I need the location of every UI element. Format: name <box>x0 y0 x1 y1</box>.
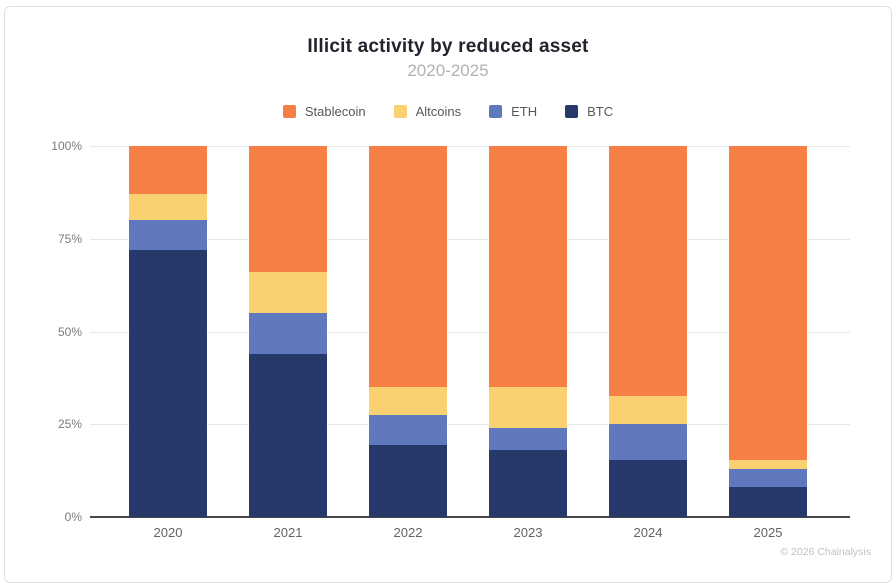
legend-item-altcoins: Altcoins <box>393 104 462 119</box>
bar-segment-stablecoin-2025 <box>729 146 807 460</box>
y-tick-label: 50% <box>57 324 82 339</box>
x-tick-label: 2023 <box>513 525 543 540</box>
bar-2023 <box>489 146 567 517</box>
bar-2024 <box>609 146 687 517</box>
legend-label: Altcoins <box>415 104 462 119</box>
x-tick-label: 2021 <box>273 525 303 540</box>
gridline <box>90 331 850 333</box>
copyright-text: © 2026 Chainalysis <box>780 546 871 558</box>
bar-segment-btc-2024 <box>609 459 687 517</box>
bar-segment-eth-2025 <box>729 468 807 488</box>
bar-segment-eth-2024 <box>609 424 687 460</box>
bar-segment-btc-2021 <box>249 353 327 517</box>
bar-segment-stablecoin-2021 <box>249 146 327 273</box>
gridline <box>90 424 850 426</box>
bar-2020 <box>129 146 207 517</box>
x-tick-label: 2020 <box>153 525 183 540</box>
x-tick-label: 2025 <box>753 525 783 540</box>
chart-subtitle: 2020-2025 <box>407 61 489 80</box>
legend-swatch-icon <box>565 105 579 118</box>
bar-segment-btc-2020 <box>129 249 207 517</box>
bar-segment-eth-2021 <box>249 312 327 354</box>
gridline <box>90 238 850 240</box>
legend-item-eth: ETH <box>489 104 537 119</box>
bar-segment-stablecoin-2020 <box>129 146 207 195</box>
chart-title: Illicit activity by reduced asset <box>307 36 589 57</box>
legend-label: BTC <box>587 104 614 119</box>
bar-2022 <box>369 146 447 517</box>
bar-segment-stablecoin-2023 <box>489 146 567 388</box>
x-tick-label: 2022 <box>393 525 423 540</box>
bar-segment-altcoins-2025 <box>729 459 807 469</box>
gridline <box>90 146 850 147</box>
plot-area <box>90 146 850 518</box>
bar-segment-altcoins-2020 <box>129 194 207 221</box>
bar-segment-stablecoin-2024 <box>609 146 687 397</box>
x-axis-baseline <box>90 516 850 518</box>
legend-item-stablecoin: Stablecoin <box>282 104 366 119</box>
y-tick-label: 100% <box>51 139 82 153</box>
legend-swatch-icon <box>282 105 296 118</box>
y-tick-label: 75% <box>57 231 82 246</box>
bar-segment-eth-2022 <box>369 414 447 445</box>
bar-2021 <box>249 146 327 517</box>
y-tick-label: 0% <box>64 510 82 524</box>
x-tick-label: 2024 <box>633 525 663 540</box>
legend-swatch-icon <box>489 105 503 118</box>
bar-segment-eth-2023 <box>489 427 567 451</box>
bar-segment-altcoins-2024 <box>609 396 687 425</box>
bar-segment-stablecoin-2022 <box>369 146 447 388</box>
bar-segment-eth-2020 <box>129 220 207 250</box>
bar-segment-btc-2023 <box>489 450 567 517</box>
legend-label: ETH <box>511 104 538 119</box>
y-tick-label: 25% <box>57 417 82 432</box>
bar-segment-altcoins-2022 <box>369 387 447 415</box>
bar-2025 <box>729 146 807 517</box>
legend: Stablecoin Altcoins ETH BTC <box>0 104 896 119</box>
legend-label: Stablecoin <box>304 104 366 119</box>
bar-segment-altcoins-2023 <box>489 387 567 428</box>
bar-segment-btc-2025 <box>729 487 807 517</box>
bar-segment-btc-2022 <box>369 444 447 517</box>
legend-item-btc: BTC <box>565 104 613 119</box>
legend-swatch-icon <box>393 105 407 118</box>
bar-segment-altcoins-2021 <box>249 272 327 313</box>
